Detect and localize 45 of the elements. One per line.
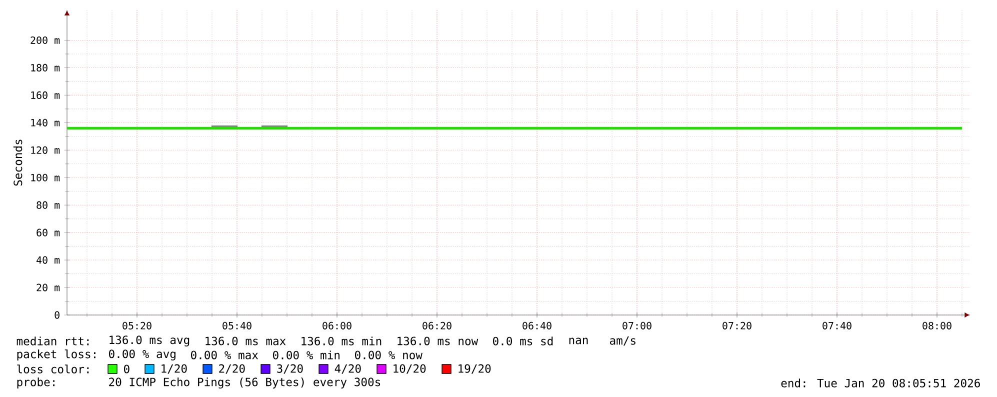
text: end: Tue Jan 20 08:05:51 2026	[781, 378, 980, 388]
text: 136.0 ms max	[206, 336, 286, 346]
x-tick-label: 05:40	[222, 322, 252, 330]
x-tick-label: 06:20	[422, 322, 452, 330]
text: packet loss:	[17, 349, 96, 361]
x-tick-label: 08:00	[922, 322, 952, 330]
text: 136.0 ms avg	[110, 336, 190, 346]
y-tick-label: 160 m	[31, 91, 60, 99]
text: am/s	[610, 336, 636, 346]
text: 1/20	[162, 364, 187, 374]
y-tick-label: 180 m	[31, 64, 60, 72]
text: 4/20	[334, 364, 361, 374]
text: 0.00 % now	[355, 350, 422, 360]
text: 0	[124, 364, 130, 374]
y-tick-label: 60 m	[36, 228, 60, 236]
text: 0.0 ms sd	[493, 336, 553, 346]
text: 136.0 ms now	[398, 336, 478, 346]
text: probe:	[17, 378, 54, 388]
text: 0.00 % min	[273, 350, 340, 360]
text: nan	[569, 338, 588, 344]
text: median rtt:	[16, 336, 89, 346]
text: 10/20	[394, 364, 426, 374]
text: 0.00 % avg	[109, 350, 176, 360]
text: loss color:	[17, 364, 89, 374]
x-tick-label: 06:00	[322, 322, 352, 330]
y-axis-title: Seconds	[13, 140, 22, 186]
x-tick-label: 06:40	[522, 322, 552, 330]
x-tick-label: 07:00	[622, 322, 652, 330]
y-tick-label: 0	[54, 311, 60, 319]
text: 19/20	[458, 364, 491, 374]
y-tick-label: 100 m	[31, 174, 60, 182]
text: 20 ICMP Echo Pings (56 Bytes) every 300s	[109, 377, 380, 389]
y-tick-label: 120 m	[31, 146, 60, 154]
y-tick-label: 200 m	[30, 36, 60, 44]
text: 3/20	[277, 364, 303, 374]
y-tick-label: 80 m	[36, 201, 60, 209]
y-tick-label: 40 m	[36, 256, 60, 264]
x-tick-label: 07:20	[722, 322, 752, 330]
text: 136.0 ms min	[302, 336, 382, 346]
y-tick-label: 140 m	[31, 118, 60, 126]
text: 2/20	[219, 364, 245, 374]
x-tick-label: 07:40	[822, 322, 852, 330]
y-tick-label: 20 m	[36, 284, 60, 292]
text: 0.00 % max	[191, 350, 258, 360]
x-tick-label: 05:20	[122, 322, 152, 330]
